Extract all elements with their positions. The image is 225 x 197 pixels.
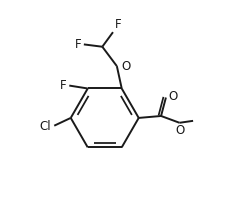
Text: O: O bbox=[169, 90, 178, 103]
Text: O: O bbox=[175, 124, 184, 137]
Text: F: F bbox=[60, 79, 67, 92]
Text: Cl: Cl bbox=[39, 120, 51, 133]
Text: F: F bbox=[115, 18, 121, 31]
Text: F: F bbox=[75, 38, 82, 51]
Text: O: O bbox=[122, 60, 131, 73]
